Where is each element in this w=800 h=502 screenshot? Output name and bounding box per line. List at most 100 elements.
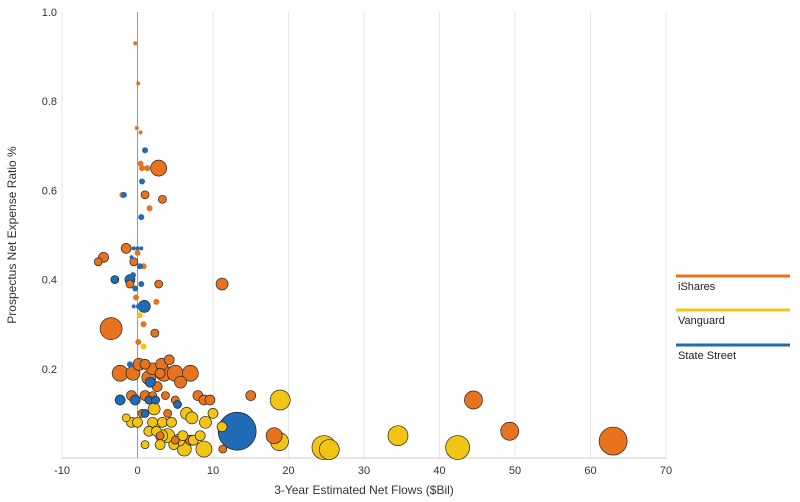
y-tick-label: 0.6: [42, 185, 57, 197]
data-point: [147, 416, 158, 428]
data-point: [163, 409, 173, 418]
legend: iShares Vanguard State Street: [676, 274, 790, 362]
data-point: [163, 354, 175, 366]
data-point: [177, 430, 189, 442]
data-point: [121, 413, 131, 423]
data-point: [194, 430, 206, 442]
data-point: [131, 246, 136, 251]
x-tick-label: 50: [509, 465, 521, 477]
data-point: [215, 277, 229, 291]
data-point: [139, 165, 146, 172]
data-point: [136, 312, 143, 319]
data-point: [132, 285, 139, 292]
data-point: [129, 394, 141, 406]
data-point: [139, 246, 144, 251]
data-point: [134, 249, 141, 256]
data-point: [150, 328, 160, 338]
x-tick-label: 30: [358, 465, 370, 477]
data-point: [140, 321, 147, 328]
data-point: [140, 440, 150, 449]
x-tick-label: 10: [207, 465, 219, 477]
data-point: [140, 343, 147, 350]
y-axis-ticks: 0.2 0.4 0.6 0.8 1.0: [42, 7, 57, 376]
x-tick-label: -10: [54, 465, 70, 477]
data-point: [170, 435, 180, 445]
data-point: [132, 416, 143, 428]
data-point: [93, 257, 103, 267]
data-point: [138, 281, 145, 288]
x-tick-label: 20: [282, 465, 294, 477]
data-point: [318, 439, 340, 460]
data-point: [144, 376, 156, 388]
data-point: [387, 425, 409, 447]
legend-label: Vanguard: [678, 315, 725, 327]
data-point: [158, 194, 167, 204]
y-tick-label: 0.8: [42, 96, 57, 108]
data-point: [598, 426, 628, 456]
data-point: [161, 391, 170, 400]
x-tick-label: 60: [584, 465, 596, 477]
x-tick-label: 0: [134, 465, 140, 477]
legend-label: State Street: [678, 350, 736, 362]
data-point: [120, 243, 132, 254]
data-point: [154, 439, 166, 450]
data-point: [144, 165, 151, 172]
data-point: [131, 304, 136, 309]
data-point: [269, 389, 291, 411]
y-tick-label: 1.0: [42, 7, 57, 19]
data-point: [136, 303, 143, 310]
x-tick-label: 70: [660, 465, 672, 477]
x-axis-ticks: -10 0 10 20 30 40 50 60 70: [54, 465, 672, 477]
y-tick-label: 0.4: [42, 275, 57, 287]
data-point: [138, 130, 143, 135]
data-point: [140, 190, 150, 200]
data-point: [155, 431, 165, 441]
data-point: [500, 421, 520, 441]
legend-label: iShares: [678, 281, 716, 293]
data-point: [138, 214, 145, 221]
data-point: [199, 415, 212, 429]
data-point: [217, 411, 257, 451]
data-point: [120, 191, 127, 198]
data-point: [195, 440, 213, 458]
data-point: [133, 41, 138, 46]
data-point: [153, 298, 160, 305]
data-point: [114, 394, 126, 406]
data-point: [166, 416, 177, 428]
data-point: [136, 263, 143, 270]
data-point: [147, 402, 161, 416]
data-point: [207, 408, 219, 419]
data-point: [136, 81, 141, 86]
data-point: [132, 294, 139, 301]
data-point: [445, 435, 470, 460]
y-axis-title: Prospectus Net Expense Ratio %: [5, 146, 19, 324]
data-point: [139, 178, 146, 185]
data-point: [154, 279, 163, 289]
data-point: [139, 358, 151, 370]
data-point: [245, 390, 257, 401]
data-point: [129, 255, 134, 260]
data-point: [218, 444, 228, 454]
data-point: [125, 279, 135, 289]
data-point: [154, 367, 166, 379]
data-point: [265, 427, 283, 445]
x-axis-title: 3-Year Estimated Net Flows ($Bil): [274, 483, 454, 497]
data-point: [185, 411, 199, 425]
data-point: [182, 364, 199, 382]
y-tick-label: 0.2: [42, 364, 57, 376]
data-point: [464, 390, 483, 410]
data-point: [99, 317, 123, 341]
data-point: [126, 361, 133, 368]
data-point: [110, 275, 120, 284]
data-point: [134, 125, 139, 130]
data-point: [146, 205, 153, 212]
data-point: [204, 394, 216, 406]
data-point: [151, 395, 160, 405]
x-tick-label: 40: [433, 465, 445, 477]
data-point: [129, 272, 136, 279]
data-point: [140, 409, 150, 418]
data-point: [173, 400, 182, 409]
grid-lines: [61, 12, 667, 459]
data-point: [135, 339, 142, 346]
